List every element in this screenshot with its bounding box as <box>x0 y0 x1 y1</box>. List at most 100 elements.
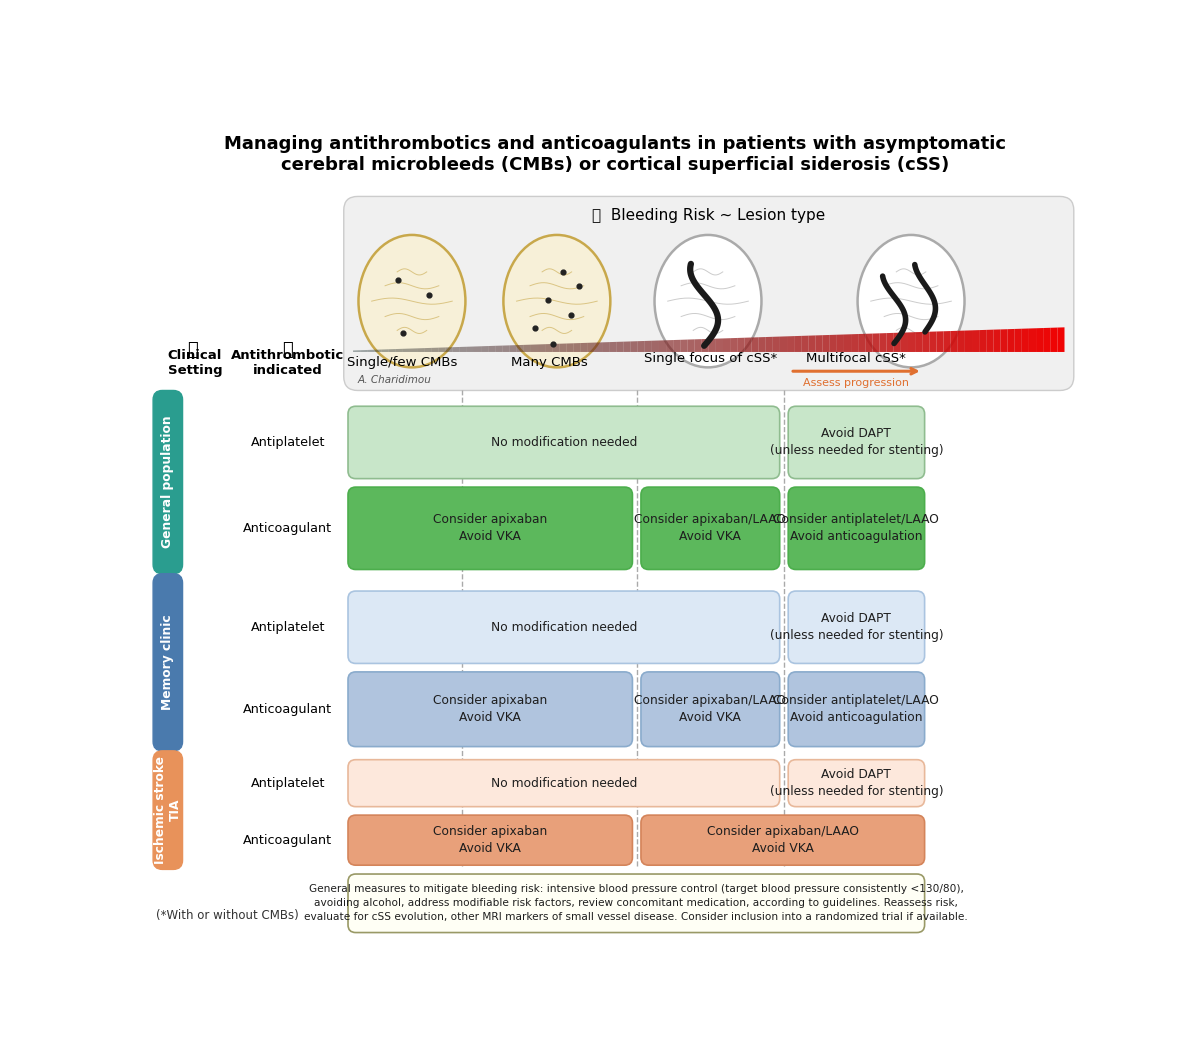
Polygon shape <box>737 338 744 352</box>
FancyBboxPatch shape <box>641 815 925 866</box>
Polygon shape <box>950 331 958 352</box>
FancyBboxPatch shape <box>788 759 925 807</box>
Polygon shape <box>916 332 923 352</box>
Text: A. Charidimou: A. Charidimou <box>358 375 432 384</box>
FancyBboxPatch shape <box>348 815 632 866</box>
Polygon shape <box>724 338 730 352</box>
Polygon shape <box>908 332 916 352</box>
Polygon shape <box>644 341 652 352</box>
Polygon shape <box>652 340 659 352</box>
Polygon shape <box>438 347 445 352</box>
Polygon shape <box>929 332 936 352</box>
Text: Assess progression: Assess progression <box>804 378 910 388</box>
Text: Consider antiplatelet/LAAO
Avoid anticoagulation: Consider antiplatelet/LAAO Avoid anticoa… <box>774 513 940 543</box>
Text: Single/few CMBs: Single/few CMBs <box>348 356 458 370</box>
Polygon shape <box>374 350 382 352</box>
Polygon shape <box>865 334 872 352</box>
Text: Antiplatelet: Antiplatelet <box>251 777 325 790</box>
FancyBboxPatch shape <box>348 591 780 663</box>
FancyBboxPatch shape <box>154 574 182 751</box>
Polygon shape <box>836 335 844 352</box>
FancyBboxPatch shape <box>788 406 925 479</box>
Ellipse shape <box>858 235 965 367</box>
Polygon shape <box>880 333 887 352</box>
Polygon shape <box>894 333 901 352</box>
Polygon shape <box>680 339 688 352</box>
Polygon shape <box>1057 327 1064 352</box>
Polygon shape <box>545 344 552 352</box>
Polygon shape <box>751 337 758 352</box>
Polygon shape <box>709 339 716 352</box>
Polygon shape <box>396 349 403 352</box>
Polygon shape <box>403 349 410 352</box>
Polygon shape <box>943 331 950 352</box>
Text: Avoid DAPT
(unless needed for stenting): Avoid DAPT (unless needed for stenting) <box>769 769 943 798</box>
Polygon shape <box>517 345 523 352</box>
Polygon shape <box>617 341 624 352</box>
Polygon shape <box>780 336 787 352</box>
Polygon shape <box>1008 329 1015 352</box>
FancyBboxPatch shape <box>154 391 182 574</box>
Text: No modification needed: No modification needed <box>491 621 637 634</box>
Text: Managing antithrombotics and anticoagulants in patients with asymptomatic
cerebr: Managing antithrombotics and anticoagula… <box>224 135 1006 174</box>
Text: (*With or without CMBs): (*With or without CMBs) <box>156 909 299 922</box>
Polygon shape <box>559 343 566 352</box>
Polygon shape <box>958 331 965 352</box>
Polygon shape <box>666 340 673 352</box>
FancyBboxPatch shape <box>348 874 925 933</box>
Polygon shape <box>566 343 574 352</box>
Polygon shape <box>887 333 894 352</box>
Text: No modification needed: No modification needed <box>491 777 637 790</box>
Polygon shape <box>474 346 481 352</box>
Polygon shape <box>730 338 737 352</box>
Polygon shape <box>523 344 530 352</box>
Polygon shape <box>994 330 1001 352</box>
Polygon shape <box>858 334 865 352</box>
Text: Consider antiplatelet/LAAO
Avoid anticoagulation: Consider antiplatelet/LAAO Avoid anticoa… <box>774 694 940 724</box>
Point <box>553 263 572 280</box>
Polygon shape <box>382 350 389 352</box>
Ellipse shape <box>359 235 466 367</box>
Polygon shape <box>851 334 858 352</box>
Text: Antithrombotic
indicated: Antithrombotic indicated <box>232 349 344 377</box>
Text: Avoid DAPT
(unless needed for stenting): Avoid DAPT (unless needed for stenting) <box>769 428 943 457</box>
FancyBboxPatch shape <box>641 488 780 570</box>
Polygon shape <box>744 338 751 352</box>
FancyBboxPatch shape <box>154 751 182 870</box>
Polygon shape <box>496 345 503 352</box>
Text: Consider apixaban
Avoid VKA: Consider apixaban Avoid VKA <box>433 513 547 543</box>
Polygon shape <box>610 342 617 352</box>
Text: Antiplatelet: Antiplatelet <box>251 436 325 449</box>
Polygon shape <box>688 339 695 352</box>
Polygon shape <box>574 343 581 352</box>
Polygon shape <box>467 346 474 352</box>
Polygon shape <box>901 333 908 352</box>
Text: Many CMBs: Many CMBs <box>511 356 588 370</box>
Polygon shape <box>510 345 517 352</box>
FancyBboxPatch shape <box>348 759 780 807</box>
Polygon shape <box>716 338 724 352</box>
Polygon shape <box>802 336 809 352</box>
Polygon shape <box>410 349 418 352</box>
Text: 🧠  Bleeding Risk ~ Lesion type: 🧠 Bleeding Risk ~ Lesion type <box>592 208 826 223</box>
Polygon shape <box>1043 327 1050 352</box>
Polygon shape <box>418 349 424 352</box>
FancyBboxPatch shape <box>348 406 780 479</box>
Point <box>569 277 588 294</box>
FancyBboxPatch shape <box>343 197 1074 391</box>
Point <box>526 320 545 337</box>
Polygon shape <box>844 334 851 352</box>
Polygon shape <box>1028 329 1036 352</box>
Polygon shape <box>816 335 823 352</box>
Point <box>544 335 563 352</box>
Polygon shape <box>965 331 972 352</box>
Polygon shape <box>460 346 467 352</box>
Polygon shape <box>766 337 773 352</box>
Point <box>562 306 581 323</box>
Polygon shape <box>530 344 538 352</box>
Point <box>420 286 439 303</box>
Point <box>538 292 557 309</box>
Point <box>389 272 408 289</box>
Polygon shape <box>787 336 794 352</box>
FancyBboxPatch shape <box>788 488 925 570</box>
